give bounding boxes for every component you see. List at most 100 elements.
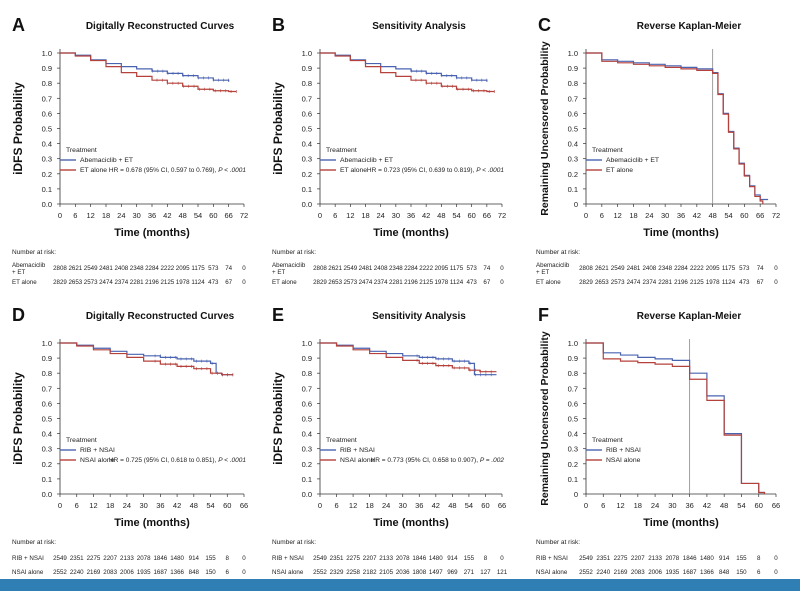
panel-c: C Reverse Kaplan-Meier 0 0.1 0.2 0.3 0.4 0.5 0.6…: [536, 15, 780, 286]
risk-cell: 2078: [137, 555, 151, 562]
y-tick-label: 0: [574, 200, 578, 209]
y-axis-label: Remaining Uncensored Probability: [539, 41, 551, 216]
risk-cell: 155: [464, 555, 475, 562]
risk-row-label-line: + ET: [272, 269, 285, 276]
risk-cell: 1935: [137, 569, 151, 576]
risk-cell: 1978: [176, 279, 190, 286]
number-at-risk-title: Number at risk:: [12, 539, 56, 546]
y-tick-label: 0.2: [42, 170, 52, 179]
risk-cell: 2095: [706, 265, 720, 272]
x-tick-label: 60: [755, 501, 763, 510]
legend-entry: RIB + NSAI: [606, 447, 641, 454]
legend-entry: NSAI alone: [606, 457, 641, 464]
y-tick-label: 0.9: [568, 354, 578, 363]
legend-entry: NSAI alone: [80, 457, 115, 464]
risk-cell: 74: [483, 265, 490, 272]
y-axis-label: iDFS Probability: [11, 82, 25, 175]
y-tick-label: 0.7: [42, 384, 52, 393]
risk-cell: 1124: [450, 279, 464, 286]
y-tick-label: 1.0: [42, 339, 52, 348]
y-tick-label: 0.0: [302, 490, 312, 499]
risk-cell: 2374: [374, 279, 388, 286]
x-tick-label: 36: [148, 211, 156, 220]
y-tick-label: 0.4: [568, 140, 578, 149]
risk-cell: 2207: [631, 555, 645, 562]
risk-cell: 2196: [674, 279, 688, 286]
risk-cell: 2222: [419, 265, 433, 272]
risk-cell: 67: [757, 279, 764, 286]
y-tick-label: 0.7: [568, 384, 578, 393]
hazard-ratio-text: HR = 0.678 (95% CI, 0.597 to 0.769),: [109, 167, 218, 174]
risk-cell: 2829: [313, 279, 327, 286]
number-at-risk-title: Number at risk:: [12, 249, 56, 256]
x-tick-label: 12: [349, 501, 357, 510]
risk-cell: 2078: [396, 555, 410, 562]
risk-cell: 473: [467, 279, 478, 286]
y-tick-label: 0.3: [568, 445, 578, 454]
risk-cell: 2182: [363, 569, 377, 576]
x-tick-label: 66: [240, 501, 248, 510]
x-tick-label: 60: [223, 501, 231, 510]
y-tick-label: 0.9: [302, 64, 312, 73]
panel-letter: B: [272, 15, 285, 35]
risk-cell: 1175: [450, 265, 464, 272]
risk-cell: 2036: [396, 569, 410, 576]
risk-cell: 1124: [722, 279, 736, 286]
x-tick-label: 48: [708, 211, 716, 220]
risk-cell: 150: [205, 569, 216, 576]
series-line-2: [586, 342, 766, 494]
y-tick-label: 0.8: [568, 79, 578, 88]
y-tick-label: 0.8: [302, 369, 312, 378]
risk-row-label: NSAI alone: [536, 569, 568, 576]
risk-cell: 2552: [579, 569, 593, 576]
y-tick-label: 0.4: [42, 430, 52, 439]
x-tick-label: 0: [318, 501, 322, 510]
legend-title: Treatment: [326, 147, 357, 154]
risk-row-label-line: Abemaciclib: [536, 262, 570, 269]
x-tick-label: 12: [616, 501, 624, 510]
risk-cell: 2083: [631, 569, 645, 576]
risk-cell: 2552: [313, 569, 327, 576]
y-tick-label: 0.0: [42, 490, 52, 499]
risk-cell: 2006: [120, 569, 134, 576]
x-axis-label: Time (months): [114, 227, 190, 239]
risk-cell: 1480: [700, 555, 714, 562]
bottom-accent-bar: [0, 579, 800, 591]
y-tick-label: 0.7: [568, 94, 578, 103]
risk-cell: 2552: [53, 569, 67, 576]
x-tick-label: 24: [376, 211, 384, 220]
y-tick-label: 0.9: [568, 64, 578, 73]
risk-cell: 1480: [429, 555, 443, 562]
y-tick-label: 0.9: [302, 354, 312, 363]
y-axis-label: Remaining Uncensored Probability: [539, 331, 551, 506]
risk-cell: 2351: [70, 555, 84, 562]
number-at-risk-title: Number at risk:: [272, 539, 316, 546]
x-tick-label: 36: [685, 501, 693, 510]
x-tick-label: 72: [772, 211, 780, 220]
x-tick-label: 36: [415, 501, 423, 510]
risk-cell: 6: [757, 569, 761, 576]
panel-a: A Digitally Reconstructed Curves 0.0 0.1 0.2…: [11, 15, 248, 286]
x-tick-label: 18: [102, 211, 110, 220]
x-tick-label: 24: [382, 501, 390, 510]
x-tick-label: 36: [407, 211, 415, 220]
y-tick-label: 0.7: [302, 94, 312, 103]
chart-title: Reverse Kaplan-Meier: [637, 21, 742, 32]
y-tick-label: 0.9: [42, 64, 52, 73]
risk-cell: 150: [736, 569, 747, 576]
legend-title: Treatment: [592, 147, 623, 154]
number-at-risk-title: Number at risk:: [536, 249, 580, 256]
y-tick-label: 0.6: [42, 109, 52, 118]
y-tick-label: 0.3: [302, 155, 312, 164]
y-axis-label: iDFS Probability: [11, 372, 25, 465]
risk-cell: 2348: [658, 265, 672, 272]
risk-cell: 573: [208, 265, 219, 272]
number-at-risk-title: Number at risk:: [536, 539, 580, 546]
x-tick-label: 66: [756, 211, 764, 220]
risk-cell: 2329: [330, 569, 344, 576]
risk-row-label: ET alone: [272, 279, 297, 286]
figure-canvas: A Digitally Reconstructed Curves 0.0 0.1 0.2…: [11, 15, 780, 576]
chart-title: Digitally Reconstructed Curves: [86, 21, 235, 32]
risk-cell: 155: [736, 555, 747, 562]
x-tick-label: 12: [346, 211, 354, 220]
